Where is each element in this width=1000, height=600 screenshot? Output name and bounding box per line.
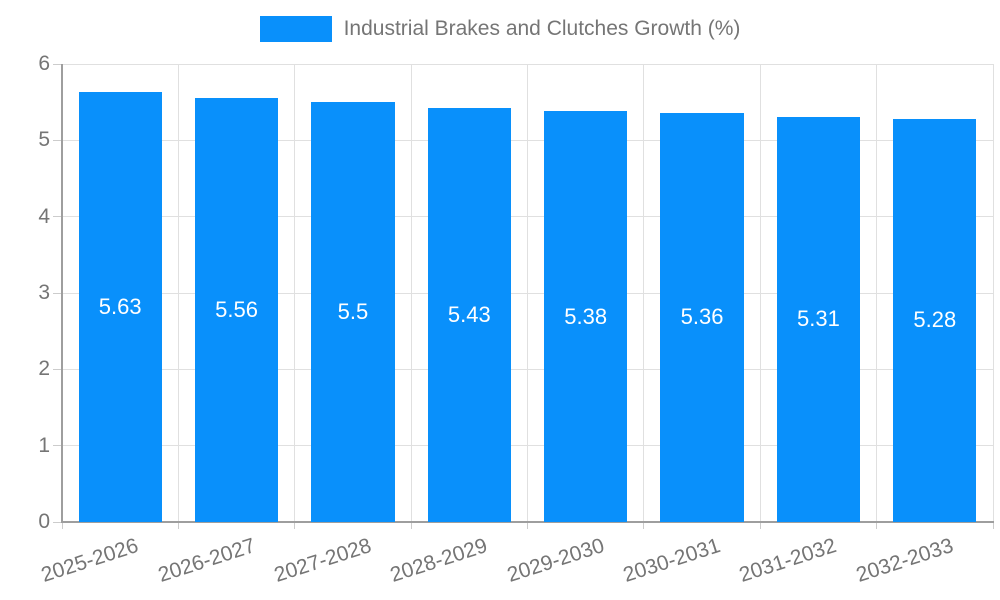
x-tick-label: 2025-2026 — [38, 534, 142, 587]
bar[interactable]: 5.31 — [776, 116, 861, 522]
legend-swatch-icon — [259, 16, 332, 42]
v-gridline — [527, 64, 528, 522]
y-axis-line — [61, 64, 63, 523]
x-tick-label: 2030-2031 — [620, 534, 724, 587]
legend[interactable]: Industrial Brakes and Clutches Growth (%… — [0, 16, 1000, 42]
x-axis-tick — [643, 522, 645, 529]
x-axis-tick — [759, 522, 761, 529]
bar[interactable]: 5.28 — [893, 118, 977, 522]
bar[interactable]: 5.5 — [311, 102, 395, 522]
y-axis-tick — [53, 63, 61, 65]
x-tick-label: 2028-2029 — [387, 534, 491, 587]
v-gridline — [643, 64, 645, 522]
x-axis-tick — [876, 522, 878, 529]
y-tick-label: 1 — [38, 433, 50, 457]
y-axis-tick — [53, 368, 61, 370]
bar[interactable]: 5.38 — [544, 111, 628, 522]
x-tick-label: 2031-2032 — [736, 534, 840, 587]
bar-value-label: 5.43 — [447, 301, 491, 327]
x-tick-label: 2032-2033 — [853, 534, 956, 587]
v-gridline — [294, 64, 296, 522]
plot-area: 0 1 2 3 4 5 6 5.63 5.56 5.5 5.43 5.38 5.36 5.31 5.28 20… — [38, 52, 994, 587]
y-tick-label: 0 — [38, 510, 50, 533]
v-gridline — [410, 64, 412, 522]
bar[interactable]: 5.63 — [78, 92, 162, 522]
bar-value-label: 5.28 — [913, 307, 957, 333]
x-axis-tick — [294, 522, 296, 529]
bar[interactable]: 5.43 — [427, 107, 511, 522]
bar-value-label: 5.56 — [215, 296, 258, 322]
y-axis-tick — [53, 445, 61, 447]
y-axis-tick — [53, 292, 61, 294]
y-tick-label: 6 — [38, 52, 50, 75]
v-gridline — [177, 64, 179, 522]
x-axis-tick — [410, 522, 412, 529]
x-tick-label: 2027-2028 — [271, 534, 375, 587]
bar[interactable]: 5.36 — [660, 112, 744, 522]
x-axis-line — [61, 521, 994, 523]
y-tick-label: 3 — [38, 281, 50, 304]
x-tick-label: 2026-2027 — [155, 534, 258, 587]
legend-label: Industrial Brakes and Clutches Growth (%… — [343, 17, 741, 40]
y-axis-tick — [53, 216, 61, 218]
v-gridline — [759, 64, 761, 522]
x-axis-tick — [527, 522, 528, 529]
x-axis-tick — [992, 522, 994, 529]
x-axis-tick — [61, 522, 63, 529]
v-gridline — [876, 64, 878, 522]
x-axis-tick — [177, 522, 179, 529]
y-tick-label: 4 — [38, 204, 50, 228]
y-tick-label: 5 — [38, 128, 50, 152]
y-axis-tick — [53, 139, 61, 141]
bar-value-label: 5.36 — [680, 304, 724, 330]
v-gridline — [992, 64, 994, 522]
bar-value-label: 5.31 — [797, 306, 840, 332]
bar-value-label: 5.38 — [564, 303, 608, 329]
y-tick-label: 2 — [38, 357, 50, 381]
x-tick-label: 2029-2030 — [504, 534, 607, 587]
y-axis-tick — [53, 521, 61, 523]
bar[interactable]: 5.56 — [194, 97, 279, 522]
bar-value-label: 5.5 — [337, 299, 369, 325]
bar-value-label: 5.63 — [98, 294, 142, 320]
